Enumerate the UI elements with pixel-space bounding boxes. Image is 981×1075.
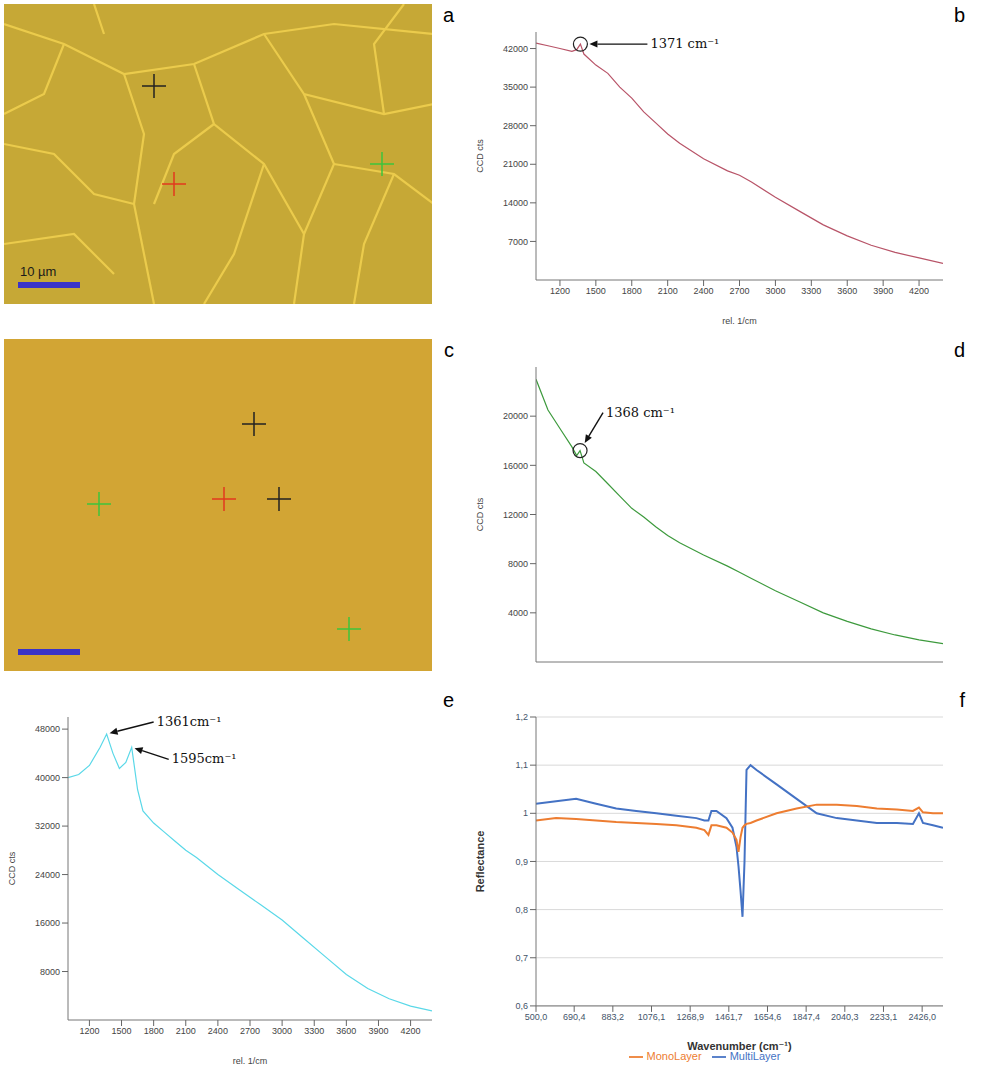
svg-text:1847,4: 1847,4 <box>792 1012 820 1022</box>
svg-text:2400: 2400 <box>208 1026 228 1036</box>
svg-text:8000: 8000 <box>40 967 60 977</box>
svg-text:32000: 32000 <box>35 821 60 831</box>
svg-text:Wavenumber (cm⁻¹): Wavenumber (cm⁻¹) <box>687 1040 792 1052</box>
svg-text:2700: 2700 <box>240 1026 260 1036</box>
svg-text:rel. 1/cm: rel. 1/cm <box>722 316 757 326</box>
svg-text:1268,9: 1268,9 <box>676 1012 704 1022</box>
svg-text:7000: 7000 <box>508 237 528 247</box>
svg-text:CCD cts: CCD cts <box>7 851 17 885</box>
svg-text:2100: 2100 <box>658 286 678 296</box>
svg-text:690,4: 690,4 <box>563 1012 586 1022</box>
svg-text:42000: 42000 <box>503 44 528 54</box>
svg-text:3900: 3900 <box>873 286 893 296</box>
svg-text:3300: 3300 <box>304 1026 324 1036</box>
svg-text:10 µm: 10 µm <box>20 264 56 279</box>
svg-text:1200: 1200 <box>550 286 570 296</box>
svg-text:35000: 35000 <box>503 82 528 92</box>
svg-text:1371 cm⁻¹: 1371 cm⁻¹ <box>650 36 719 51</box>
svg-text:rel. 1/cm: rel. 1/cm <box>233 1056 268 1066</box>
svg-text:0,8: 0,8 <box>515 905 528 915</box>
svg-text:CCD cts: CCD cts <box>475 497 485 531</box>
svg-text:3300: 3300 <box>801 286 821 296</box>
svg-text:1595cm⁻¹: 1595cm⁻¹ <box>172 751 237 766</box>
svg-text:12000: 12000 <box>503 510 528 520</box>
svg-text:1076,1: 1076,1 <box>638 1012 666 1022</box>
svg-text:1361cm⁻¹: 1361cm⁻¹ <box>157 714 222 729</box>
svg-text:1800: 1800 <box>622 286 642 296</box>
svg-text:0,7: 0,7 <box>515 953 528 963</box>
svg-text:2233,1: 2233,1 <box>870 1012 898 1022</box>
svg-text:20000: 20000 <box>503 411 528 421</box>
svg-text:14000: 14000 <box>503 198 528 208</box>
html-text:d: d <box>953 339 965 361</box>
svg-text:2040,3: 2040,3 <box>831 1012 859 1022</box>
html-text:b: b <box>953 4 965 26</box>
svg-text:1500: 1500 <box>112 1026 132 1036</box>
svg-text:CCD cts: CCD cts <box>475 139 485 173</box>
html-text:e: e <box>442 689 454 711</box>
svg-text:40000: 40000 <box>35 773 60 783</box>
svg-text:3900: 3900 <box>368 1026 388 1036</box>
svg-text:3000: 3000 <box>765 286 785 296</box>
svg-text:3000: 3000 <box>272 1026 292 1036</box>
svg-text:1461,7: 1461,7 <box>715 1012 743 1022</box>
svg-text:4000: 4000 <box>508 608 528 618</box>
html-text:f: f <box>959 689 965 711</box>
svg-text:48000: 48000 <box>35 724 60 734</box>
svg-text:16000: 16000 <box>503 461 528 471</box>
html-text:c: c <box>444 339 454 361</box>
svg-text:2700: 2700 <box>729 286 749 296</box>
svg-text:24000: 24000 <box>35 870 60 880</box>
svg-text:883,2: 883,2 <box>602 1012 625 1022</box>
svg-text:0,6: 0,6 <box>515 1001 528 1011</box>
svg-text:21000: 21000 <box>503 159 528 169</box>
svg-text:500,0: 500,0 <box>525 1012 548 1022</box>
svg-text:1654,6: 1654,6 <box>754 1012 782 1022</box>
svg-text:0,9: 0,9 <box>515 857 528 867</box>
html-text:MonoLayer: MonoLayer <box>646 1049 702 1062</box>
svg-text:16000: 16000 <box>35 918 60 928</box>
svg-text:8000: 8000 <box>508 559 528 569</box>
svg-text:2100: 2100 <box>176 1026 196 1036</box>
svg-text:Reflectance: Reflectance <box>474 831 486 893</box>
svg-text:4200: 4200 <box>909 286 929 296</box>
svg-text:4200: 4200 <box>401 1026 421 1036</box>
svg-text:3600: 3600 <box>336 1026 356 1036</box>
html-text:a: a <box>442 4 454 26</box>
svg-text:28000: 28000 <box>503 121 528 131</box>
svg-text:1368 cm⁻¹: 1368 cm⁻¹ <box>606 405 675 420</box>
svg-text:1: 1 <box>523 808 528 818</box>
svg-text:1500: 1500 <box>586 286 606 296</box>
svg-text:1,2: 1,2 <box>515 712 528 722</box>
svg-text:2426,0: 2426,0 <box>908 1012 936 1022</box>
svg-text:1,1: 1,1 <box>515 760 528 770</box>
svg-text:1800: 1800 <box>144 1026 164 1036</box>
html-text:MultiLayer: MultiLayer <box>729 1049 781 1062</box>
svg-text:3600: 3600 <box>837 286 857 296</box>
svg-text:1200: 1200 <box>79 1026 99 1036</box>
svg-text:2400: 2400 <box>694 286 714 296</box>
